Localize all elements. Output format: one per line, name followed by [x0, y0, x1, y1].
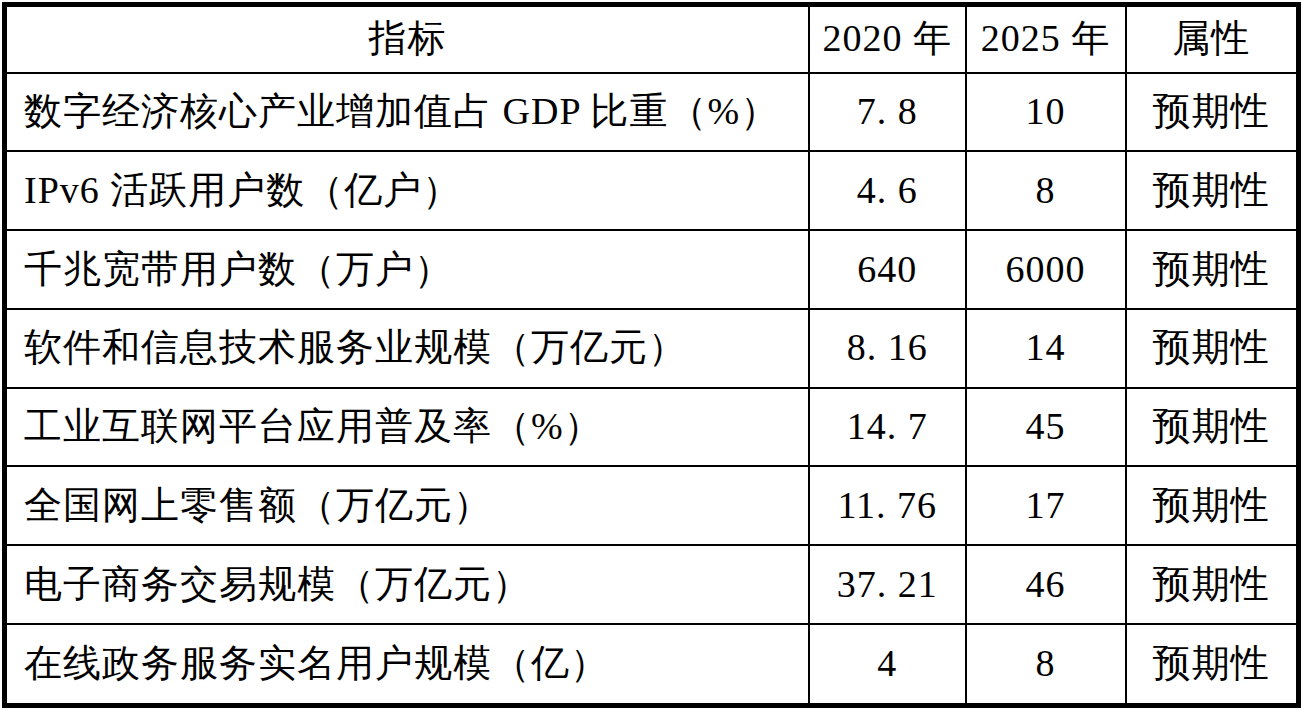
table-row: 在线政务服务实名用户规模（亿） 4 8 预期性 — [5, 624, 1299, 706]
header-cell-attribute: 属性 — [1126, 5, 1299, 73]
indicator-cell: 数字经济核心产业增加值占 GDP 比重（%） — [5, 73, 809, 152]
indicators-table: 指标 2020 年 2025 年 属性 数字经济核心产业增加值占 GDP 比重（… — [2, 2, 1301, 708]
header-cell-2020: 2020 年 — [809, 5, 966, 73]
table-row: 千兆宽带用户数（万户） 640 6000 预期性 — [5, 230, 1299, 309]
value-2020-cell: 11. 76 — [809, 466, 966, 545]
indicator-cell: IPv6 活跃用户数（亿户） — [5, 151, 809, 230]
attribute-cell: 预期性 — [1126, 73, 1299, 152]
value-2025-cell: 6000 — [966, 230, 1126, 309]
attribute-cell: 预期性 — [1126, 230, 1299, 309]
value-2025-cell: 46 — [966, 545, 1126, 624]
indicator-cell: 在线政务服务实名用户规模（亿） — [5, 624, 809, 706]
value-2020-cell: 640 — [809, 230, 966, 309]
value-2020-cell: 7. 8 — [809, 73, 966, 152]
value-2020-cell: 4. 6 — [809, 151, 966, 230]
value-2020-cell: 37. 21 — [809, 545, 966, 624]
table-row: IPv6 活跃用户数（亿户） 4. 6 8 预期性 — [5, 151, 1299, 230]
header-cell-indicator: 指标 — [5, 5, 809, 73]
value-2025-cell: 45 — [966, 388, 1126, 467]
data-table: 指标 2020 年 2025 年 属性 数字经济核心产业增加值占 GDP 比重（… — [2, 2, 1301, 708]
indicator-cell: 工业互联网平台应用普及率（%） — [5, 388, 809, 467]
value-2025-cell: 8 — [966, 624, 1126, 706]
attribute-cell: 预期性 — [1126, 151, 1299, 230]
value-2025-cell: 14 — [966, 309, 1126, 388]
header-row: 指标 2020 年 2025 年 属性 — [5, 5, 1299, 73]
value-2020-cell: 4 — [809, 624, 966, 706]
attribute-cell: 预期性 — [1126, 466, 1299, 545]
table-row: 全国网上零售额（万亿元） 11. 76 17 预期性 — [5, 466, 1299, 545]
value-2025-cell: 17 — [966, 466, 1126, 545]
table-row: 数字经济核心产业增加值占 GDP 比重（%） 7. 8 10 预期性 — [5, 73, 1299, 152]
indicator-cell: 软件和信息技术服务业规模（万亿元） — [5, 309, 809, 388]
indicator-cell: 千兆宽带用户数（万户） — [5, 230, 809, 309]
value-2020-cell: 14. 7 — [809, 388, 966, 467]
value-2025-cell: 10 — [966, 73, 1126, 152]
table-row: 软件和信息技术服务业规模（万亿元） 8. 16 14 预期性 — [5, 309, 1299, 388]
header-cell-2025: 2025 年 — [966, 5, 1126, 73]
table-row: 电子商务交易规模（万亿元） 37. 21 46 预期性 — [5, 545, 1299, 624]
value-2020-cell: 8. 16 — [809, 309, 966, 388]
value-2025-cell: 8 — [966, 151, 1126, 230]
attribute-cell: 预期性 — [1126, 624, 1299, 706]
attribute-cell: 预期性 — [1126, 309, 1299, 388]
attribute-cell: 预期性 — [1126, 545, 1299, 624]
attribute-cell: 预期性 — [1126, 388, 1299, 467]
table-row: 工业互联网平台应用普及率（%） 14. 7 45 预期性 — [5, 388, 1299, 467]
indicator-cell: 全国网上零售额（万亿元） — [5, 466, 809, 545]
indicator-cell: 电子商务交易规模（万亿元） — [5, 545, 809, 624]
